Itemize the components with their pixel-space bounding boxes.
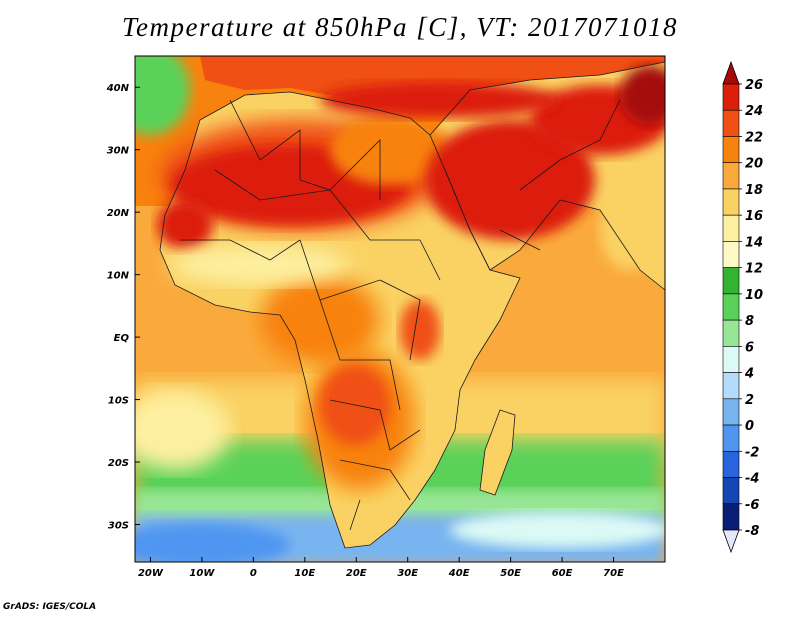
colorbar-level-label: 26 <box>745 78 763 93</box>
lon-tick-label: 50E <box>500 568 521 579</box>
lat-tick-label: 40N <box>106 83 130 94</box>
border-lines <box>180 99 621 531</box>
colorbar-bin <box>722 293 740 321</box>
colorbar-level-label: 22 <box>745 130 763 145</box>
colorbar-bin <box>722 109 740 137</box>
colorbar-level-label: 10 <box>745 288 763 303</box>
lat-tick-label: 20S <box>108 458 129 469</box>
east-africa-highlands <box>400 300 440 360</box>
colorbar-level-label: 14 <box>745 235 763 250</box>
india-cool <box>600 190 660 270</box>
colorbar-level-label: 6 <box>745 340 754 355</box>
madagascar-landmass <box>480 410 515 495</box>
lon-tick-label: 10W <box>189 568 215 579</box>
map-plot-area <box>135 56 665 562</box>
europe-landmass <box>200 56 665 100</box>
colorbar-bin <box>722 136 740 164</box>
lon-tick-label: 20W <box>138 568 164 579</box>
lat-tick-label: 30S <box>108 521 129 532</box>
lon-tick-label: 30E <box>397 568 418 579</box>
central-africa-warm <box>260 275 380 365</box>
atlantic-green-north <box>135 56 190 135</box>
lon-tick-label: 70E <box>603 568 624 579</box>
lat-tick-label: 10S <box>108 396 129 407</box>
colorbar-top-arrow <box>722 60 740 85</box>
central-asia-hottest <box>620 65 665 125</box>
lon-tick-label: 0 <box>250 568 257 579</box>
colorbar-level-label: 12 <box>745 262 763 277</box>
lon-tick-label: 10E <box>294 568 315 579</box>
colorbar-bin <box>722 477 740 505</box>
lon-tick-label: 20E <box>346 568 367 579</box>
lat-tick-label: EQ <box>114 333 130 344</box>
colorbar-bin <box>722 372 740 400</box>
colorbar-bin <box>722 450 740 478</box>
colorbar-level-label: 24 <box>745 104 763 119</box>
colorbar-bin <box>722 398 740 426</box>
sahel-band <box>170 245 350 285</box>
lat-tick-label: 30N <box>107 146 130 157</box>
colorbar-level-label: -6 <box>745 498 759 513</box>
colorbar-bin <box>722 188 740 216</box>
colorbar-level-label: -2 <box>745 445 759 460</box>
colorbar-level-label: 2 <box>745 393 754 408</box>
colorbar-level-label: 0 <box>745 419 754 434</box>
map-axes: 20W 10W 0 10E 20E 30E 40E 50E 60E 70E 40N 30N 20N 10N… <box>106 83 624 579</box>
arabia-coastline <box>429 61 665 291</box>
lat-tick-label: 10N <box>107 271 130 282</box>
colorbar-level-label: -8 <box>745 524 759 539</box>
madagascar-coastline <box>479 409 516 496</box>
west-sahel-hot <box>157 200 213 250</box>
plot-frame <box>134 55 666 563</box>
colorbar-level-label: 4 <box>744 367 754 382</box>
colorbar-bin <box>722 241 740 268</box>
mediterranean-hot <box>320 82 560 118</box>
map-title: Temperature at 850hPa [C], VT: 201707101… <box>121 12 679 42</box>
colorbar-bin <box>722 267 740 295</box>
lat-tick-label: 20N <box>107 208 130 219</box>
colorbar-bin <box>722 162 740 190</box>
country-borders <box>159 61 665 549</box>
lon-tick-label: 60E <box>552 568 573 579</box>
colorbar-level-label: 16 <box>745 209 763 224</box>
ocean-cold-core <box>135 523 290 562</box>
colorbar-bin <box>722 424 740 452</box>
colorbar-bottom-arrow <box>722 529 740 554</box>
colorbar-level-label: 20 <box>745 157 763 172</box>
footer-credit: GrADS: IGES/COLA <box>3 602 97 612</box>
libya-egypt-hot <box>330 115 450 185</box>
atlantic-cool-west <box>135 390 230 470</box>
colorbar-level-label: 18 <box>745 183 763 198</box>
colorbar-level-label: 8 <box>745 314 754 329</box>
colorbar-level-label: -4 <box>745 472 759 487</box>
colorbar-bin <box>722 319 740 347</box>
africa-coastline <box>159 91 521 549</box>
colorbar-bin <box>722 503 740 531</box>
lon-tick-label: 40E <box>448 568 470 579</box>
ocean-pale-band <box>450 512 665 548</box>
colorbar-bin <box>722 83 740 111</box>
colorbar-bin <box>722 214 740 242</box>
colorbar-bin <box>722 346 740 373</box>
